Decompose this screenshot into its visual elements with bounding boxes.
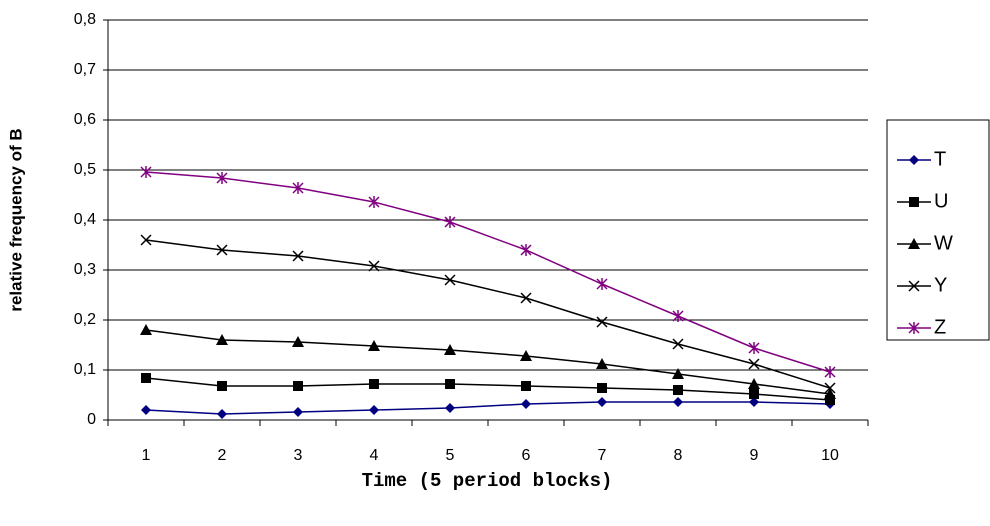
x-tick-label: 5 — [446, 447, 455, 464]
marker — [748, 358, 760, 370]
legend-label: U — [934, 190, 948, 212]
marker — [445, 403, 455, 413]
series-line — [145, 377, 831, 401]
marker — [444, 216, 456, 228]
legend-label: Z — [934, 316, 946, 338]
marker — [140, 234, 152, 246]
marker — [673, 385, 683, 395]
legend-label: Y — [934, 274, 947, 296]
marker — [292, 336, 304, 347]
x-tick-label: 8 — [674, 447, 683, 464]
marker — [368, 196, 380, 208]
x-tick-label: 4 — [370, 447, 379, 464]
marker — [292, 182, 304, 194]
x-tick-label: 1 — [142, 447, 151, 464]
marker — [596, 358, 608, 369]
marker — [140, 324, 152, 335]
series — [140, 234, 836, 394]
marker — [596, 278, 608, 290]
marker — [369, 405, 379, 415]
legend-label: T — [934, 148, 946, 170]
x-tick-label: 3 — [294, 447, 303, 464]
series — [140, 324, 836, 399]
marker — [292, 250, 304, 262]
marker — [596, 316, 608, 328]
legend-marker — [908, 238, 920, 249]
y-tick-label: 0,2 — [74, 311, 96, 328]
marker — [825, 395, 835, 405]
marker — [217, 381, 227, 391]
legend-marker — [908, 280, 920, 292]
marker — [216, 244, 228, 256]
marker — [368, 340, 380, 351]
marker — [748, 342, 760, 354]
legend-marker — [909, 197, 919, 207]
marker — [216, 334, 228, 345]
marker — [444, 274, 456, 286]
marker — [368, 260, 380, 272]
x-tick-label: 6 — [522, 447, 531, 464]
series — [141, 397, 835, 419]
marker — [672, 368, 684, 379]
marker — [520, 350, 532, 361]
x-tick-label: 2 — [218, 447, 227, 464]
marker — [444, 344, 456, 355]
legend-label: W — [934, 232, 953, 254]
marker — [749, 397, 759, 407]
y-tick-label: 0,6 — [74, 111, 96, 128]
x-tick-label: 9 — [750, 447, 759, 464]
y-tick-label: 0,4 — [74, 211, 96, 228]
marker — [520, 292, 532, 304]
marker — [521, 381, 531, 391]
marker — [824, 388, 836, 399]
marker — [672, 310, 684, 322]
marker — [749, 389, 759, 399]
marker — [597, 397, 607, 407]
series-line — [145, 401, 831, 415]
y-tick-label: 0,8 — [74, 11, 96, 28]
y-tick-label: 0,7 — [74, 61, 96, 78]
marker — [141, 405, 151, 415]
marker — [521, 399, 531, 409]
marker — [520, 244, 532, 256]
marker — [672, 338, 684, 350]
series — [141, 373, 835, 405]
marker — [673, 397, 683, 407]
marker — [216, 172, 228, 184]
marker — [824, 382, 836, 394]
y-tick-label: 0,5 — [74, 161, 96, 178]
legend-marker — [908, 322, 920, 334]
marker — [140, 166, 152, 178]
x-tick-label: 7 — [598, 447, 607, 464]
marker — [748, 378, 760, 389]
marker — [217, 409, 227, 419]
marker — [293, 381, 303, 391]
series-line — [145, 329, 831, 395]
series-line — [145, 171, 831, 373]
marker — [597, 383, 607, 393]
legend-marker — [909, 155, 919, 165]
marker — [445, 379, 455, 389]
x-tick-label: 10 — [821, 447, 839, 464]
y-axis-label: relative frequency of B — [6, 128, 25, 311]
y-tick-label: 0,3 — [74, 261, 96, 278]
legend-box — [886, 119, 990, 341]
series — [140, 166, 836, 378]
y-tick-label: 0 — [87, 411, 96, 428]
series-line — [145, 239, 831, 389]
marker — [369, 379, 379, 389]
marker — [824, 366, 836, 378]
x-axis-label: Time (5 period blocks) — [362, 470, 613, 492]
y-tick-label: 0,1 — [74, 361, 96, 378]
marker — [141, 373, 151, 383]
marker — [293, 407, 303, 417]
